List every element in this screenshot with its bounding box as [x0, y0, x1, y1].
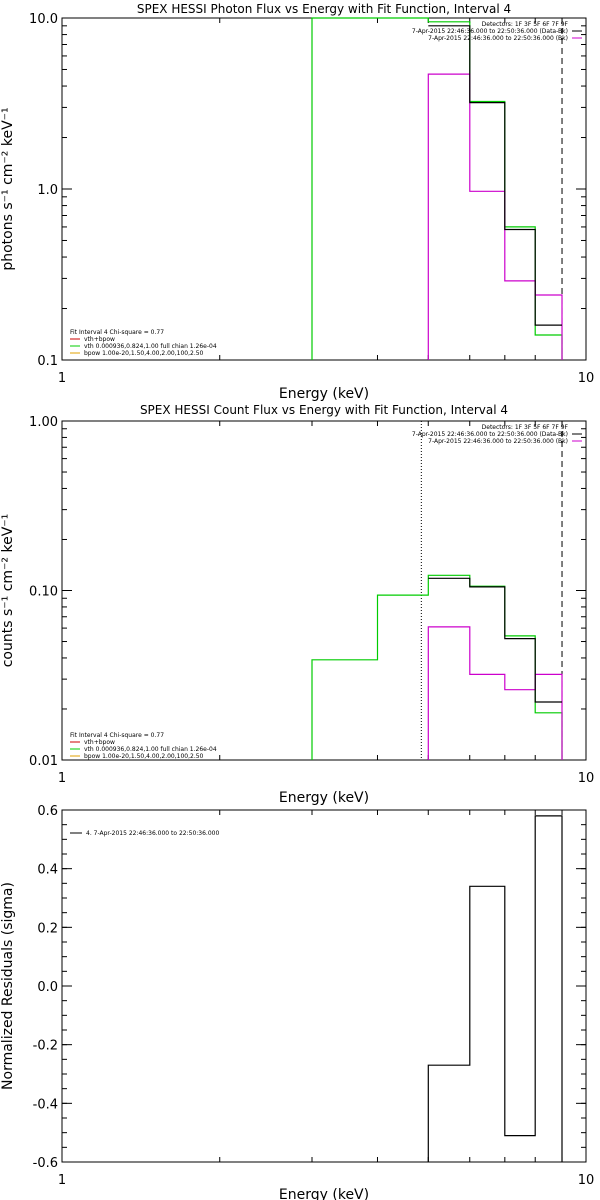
y-tick-label: 0.1 — [37, 354, 58, 369]
legend-top-entry: 4. 7-Apr-2015 22:46:36.000 to 22:50:36.0… — [86, 830, 219, 837]
legend-left-entry: Fit Interval 4 Chi-square = 0.77 — [70, 329, 164, 336]
legend-left-entry: bpow 1.00e-20,1.50,4.00,2.00,100,2.50 — [84, 350, 204, 357]
y-tick-label: 0.4 — [37, 863, 58, 878]
x-tick-label: 10 — [578, 1173, 595, 1188]
series-data-step-line — [427, 815, 563, 1162]
x-axis-label: Energy (keV) — [279, 790, 369, 806]
x-tick-label: 10 — [578, 771, 595, 786]
legend-left-entry: vth 0.000936,0.824,1.00 full chian 1.26e… — [84, 746, 217, 753]
series-vth-step-line — [311, 574, 563, 760]
x-tick-label: 1 — [58, 371, 66, 386]
legend-left-entry: vth+bpow — [84, 336, 115, 343]
series-vth-step-line — [311, 17, 563, 360]
y-tick-label: 0.01 — [29, 754, 58, 769]
y-tick-label: 1.0 — [37, 183, 58, 198]
legend-right-entry: 7-Apr-2015 22:46:36.000 to 22:50:36.000 … — [428, 438, 568, 445]
chart-title: SPEX HESSI Count Flux vs Energy with Fit… — [140, 403, 508, 417]
series-data-step-line — [428, 577, 562, 703]
y-axis-label: photons s⁻¹ cm⁻² keV⁻¹ — [0, 107, 16, 270]
legend-right-entry: Detectors: 1F 3F 5F 6F 7F 9F — [482, 424, 569, 431]
y-tick-label: 0.6 — [37, 804, 58, 819]
plot-frame — [61, 17, 587, 361]
legend-right-entry: 7-Apr-2015 22:46:36.000 to 22:50:36.000 … — [412, 28, 568, 35]
chart-title: SPEX HESSI Photon Flux vs Energy with Fi… — [137, 2, 511, 16]
legend-left-entry: vth+bpow — [84, 739, 115, 746]
x-axis-label: Energy (keV) — [279, 1187, 369, 1200]
plot-frame — [61, 809, 587, 1163]
x-tick-label: 10 — [578, 371, 595, 386]
series-background-step-line — [427, 626, 563, 760]
legend-left-entry: vth 0.000936,0.824,1.00 full chian 1.26e… — [84, 343, 217, 350]
series-data-step-line — [428, 25, 562, 326]
legend-right-entry: 7-Apr-2015 22:46:36.000 to 22:50:36.000 … — [428, 35, 568, 42]
x-axis-label: Energy (keV) — [279, 386, 369, 402]
y-tick-label: -0.4 — [33, 1097, 58, 1112]
x-tick-label: 1 — [58, 771, 66, 786]
y-tick-label: 0.10 — [29, 585, 58, 600]
y-axis-label: Normalized Residuals (sigma) — [0, 882, 16, 1090]
y-tick-label: 0.2 — [37, 921, 58, 936]
legend-right-entry: Detectors: 1F 3F 5F 6F 7F 9F — [482, 21, 569, 28]
plot-frame — [61, 420, 587, 761]
y-tick-label: 10.0 — [29, 12, 58, 27]
legend-left-entry: bpow 1.00e-20,1.50,4.00,2.00,100,2.50 — [84, 753, 204, 760]
y-axis-label: counts s⁻¹ cm⁻² keV⁻¹ — [0, 514, 16, 668]
legend-left-entry: Fit Interval 4 Chi-square = 0.77 — [70, 732, 164, 739]
legend-right-entry: 7-Apr-2015 22:46:36.000 to 22:50:36.000 … — [412, 431, 568, 438]
x-tick-label: 1 — [58, 1173, 66, 1188]
y-tick-label: -0.6 — [33, 1156, 58, 1171]
series-background-step-line — [427, 73, 563, 360]
y-tick-label: 0.0 — [37, 980, 58, 995]
y-tick-label: -0.2 — [33, 1039, 58, 1054]
y-tick-label: 1.00 — [29, 415, 58, 430]
